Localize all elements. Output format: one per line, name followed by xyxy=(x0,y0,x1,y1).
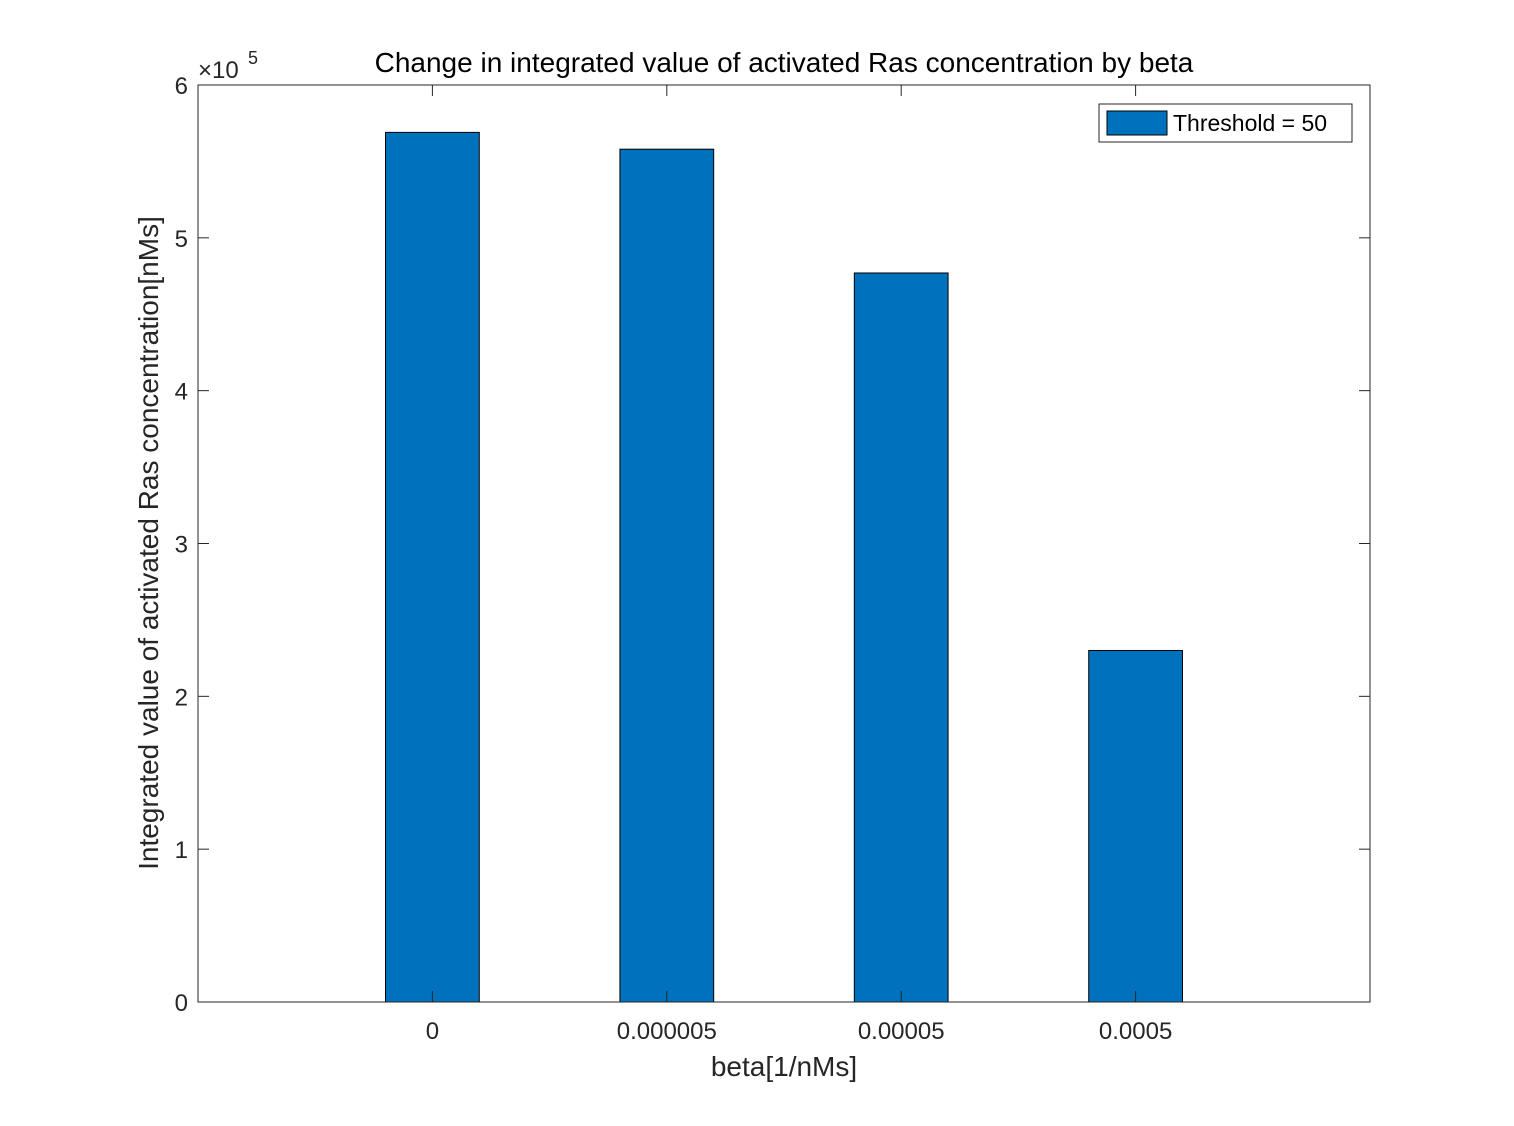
ticks-layer xyxy=(198,85,1370,1002)
bar-0 xyxy=(385,131,480,1003)
y-axis-exponent: ×10 5 xyxy=(198,48,258,84)
legend-label: Threshold = 50 xyxy=(1173,110,1327,136)
chart-title: Change in integrated value of activated … xyxy=(375,47,1194,78)
x-tick-label-2: 0.00005 xyxy=(858,1018,945,1045)
legend: Threshold = 50 xyxy=(1098,103,1353,143)
y-axis-label: Integrated value of activated Ras concen… xyxy=(133,216,164,870)
plot-area-border xyxy=(197,84,1371,1003)
bar-3 xyxy=(1088,649,1183,1003)
y-tick-label-2: 2 xyxy=(175,684,188,711)
y-exponent-power: 5 xyxy=(248,48,258,68)
y-tick-labels: 0 1 2 3 4 5 6 xyxy=(175,73,188,1017)
y-tick-label-4: 4 xyxy=(175,379,188,406)
bar-1 xyxy=(619,148,715,1003)
y-tick-label-5: 5 xyxy=(175,226,188,253)
y-tick-label-3: 3 xyxy=(175,532,188,559)
x-axis-label: beta[1/nMs] xyxy=(711,1051,857,1082)
x-tick-label-0: 0 xyxy=(426,1018,439,1045)
legend-box xyxy=(1098,103,1353,143)
y-exponent-base: ×10 xyxy=(198,57,239,84)
x-tick-label-3: 0.0005 xyxy=(1099,1018,1172,1045)
bar-2 xyxy=(853,272,949,1003)
y-tick-label-6: 6 xyxy=(175,73,188,100)
bars-layer xyxy=(385,131,1183,1003)
x-tick-labels: 0 0.000005 0.00005 0.0005 xyxy=(426,1018,1173,1045)
legend-swatch xyxy=(1106,110,1168,136)
x-tick-label-1: 0.000005 xyxy=(617,1018,717,1045)
y-tick-label-0: 0 xyxy=(175,990,188,1017)
y-tick-label-1: 1 xyxy=(175,837,188,864)
